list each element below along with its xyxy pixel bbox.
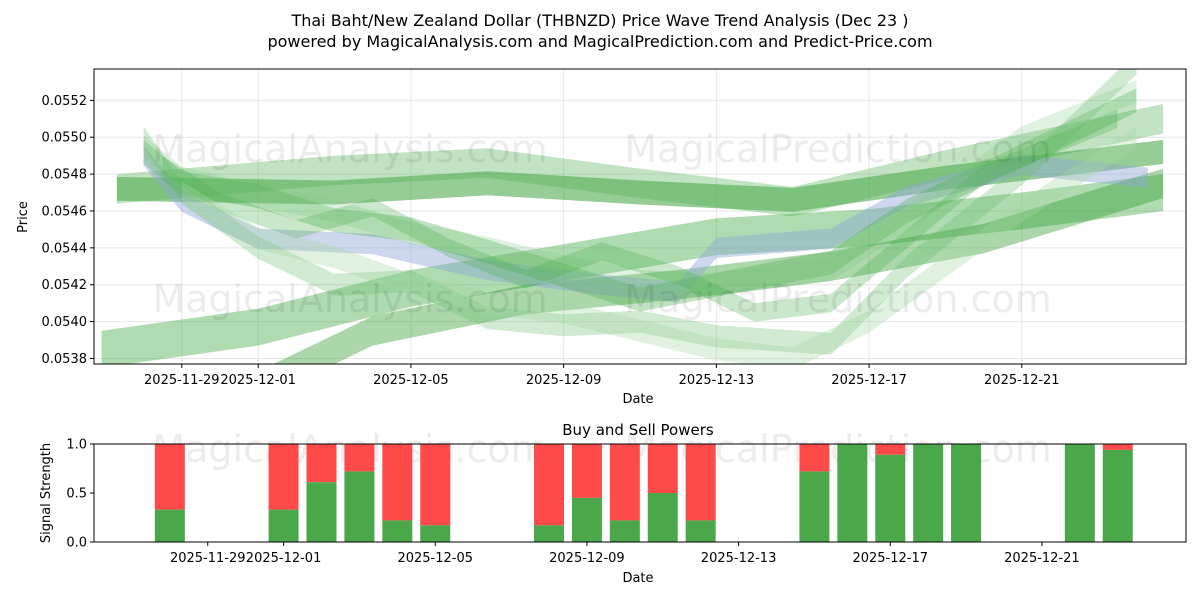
price-wave-band [116, 140, 1164, 212]
price-x-tick-label: 2025-12-17 [831, 373, 907, 388]
power-y-label: Signal Strength [39, 443, 54, 543]
buy-power-bar [1102, 449, 1133, 542]
power-x-axis: 2025-11-29 2025-12-01 2025-12-05 2025-12-09… [170, 542, 1080, 566]
sell-power-bar [420, 444, 451, 526]
power-y-tick-label: 1.0 [66, 438, 87, 453]
sell-power-bar [306, 444, 337, 483]
price-wave-band [143, 145, 1148, 303]
chart-title-line1: Thai Baht/New Zealand Dollar (THBNZD) Pr… [290, 11, 908, 30]
power-y-axis: 0.0 0.5 1.0 [66, 438, 94, 551]
buy-power-bar [268, 509, 299, 542]
price-x-tick-label: 2025-12-13 [679, 373, 755, 388]
buy-power-bar [571, 497, 602, 542]
sell-power-bar [344, 444, 375, 472]
buy-power-bar [1064, 444, 1095, 542]
buy-power-bar [306, 482, 337, 542]
power-x-tick-label: 2025-12-17 [852, 551, 928, 566]
price-wave-bands [101, 69, 1164, 364]
price-y-tick-label: 0.0548 [42, 168, 88, 183]
price-x-tick-label: 2025-12-05 [373, 373, 449, 388]
sell-power-bar [647, 444, 678, 493]
buy-power-bar [534, 525, 564, 542]
price-y-tick-label: 0.0550 [42, 131, 88, 146]
power-x-label: Date [622, 571, 653, 586]
buy-sell-power-chart: Buy and Sell Powers MagicalAnalysis.com … [39, 421, 1187, 586]
power-x-tick-label: 2025-12-01 [246, 551, 322, 566]
price-wave-band [101, 174, 1164, 364]
sell-power-bar [534, 444, 564, 526]
sell-power-bar [1102, 444, 1133, 450]
sell-power-bar [571, 444, 602, 498]
sell-power-bar [609, 444, 640, 521]
price-y-tick-label: 0.0538 [42, 352, 88, 367]
power-x-tick-label: 2025-12-05 [397, 551, 473, 566]
price-y-axis: 0.0538 0.0540 0.0542 0.0544 0.0546 0.0548 0.05… [42, 94, 94, 367]
sell-power-bar [875, 444, 906, 455]
buy-power-bar [609, 520, 640, 542]
price-x-tick-label: 2025-12-09 [526, 373, 602, 388]
price-y-tick-label: 0.0544 [42, 241, 88, 256]
buy-power-bar [799, 471, 830, 542]
price-wave-band [143, 80, 1137, 296]
sell-power-bar [154, 444, 185, 510]
sell-power-bar [799, 444, 830, 472]
buy-power-bar [154, 509, 185, 542]
power-y-tick-label: 0.5 [66, 487, 87, 502]
watermark-top-4: MagicalPrediction.com [624, 277, 1052, 321]
watermark-top-1: MagicalAnalysis.com [152, 127, 547, 171]
watermark-top-3: MagicalAnalysis.com [152, 277, 547, 321]
price-x-tick-label: 2025-12-21 [984, 373, 1060, 388]
power-bars [154, 444, 1133, 542]
price-y-tick-label: 0.0540 [42, 315, 88, 330]
price-wave-band [143, 88, 1137, 312]
price-wave-band [181, 126, 1137, 364]
buy-power-bar [647, 493, 678, 542]
price-wave-band [116, 104, 1164, 217]
price-y-tick-label: 0.0546 [42, 204, 88, 219]
sell-power-bar [685, 444, 716, 521]
price-plot-frame [93, 68, 1187, 365]
buy-power-bar [685, 520, 716, 542]
watermark-top-2: MagicalPrediction.com [624, 127, 1052, 171]
price-x-tick-label: 2025-11-29 [144, 373, 220, 388]
power-x-tick-label: 2025-11-29 [170, 551, 246, 566]
power-x-tick-label: 2025-12-13 [701, 551, 777, 566]
price-grid [94, 69, 1186, 364]
buy-power-bar [951, 444, 982, 542]
price-y-tick-label: 0.0552 [42, 94, 88, 109]
price-x-label: Date [622, 392, 653, 407]
price-y-tick-label: 0.0542 [42, 278, 88, 293]
power-x-tick-label: 2025-12-09 [549, 551, 625, 566]
buy-power-bar [875, 454, 906, 542]
buy-power-bar [382, 520, 413, 542]
price-y-label: Price [16, 201, 31, 233]
sell-power-bar [382, 444, 413, 521]
price-wave-chart: MagicalAnalysis.com MagicalPrediction.co… [16, 68, 1187, 407]
sell-power-bar [268, 444, 299, 510]
price-wave-band [273, 168, 1164, 364]
power-x-tick-label: 2025-12-21 [1004, 551, 1080, 566]
price-watermarks: MagicalAnalysis.com MagicalPrediction.co… [152, 127, 1051, 321]
buy-power-bar [420, 525, 451, 542]
price-wave-band [162, 109, 1118, 322]
chart-title-line2: powered by MagicalAnalysis.com and Magic… [267, 32, 932, 51]
price-x-tick-label: 2025-12-01 [220, 373, 296, 388]
power-y-tick-label: 0.0 [66, 536, 87, 551]
power-chart-title: Buy and Sell Powers [562, 421, 714, 439]
price-wave-band [143, 69, 1137, 355]
buy-power-bar [837, 444, 868, 542]
price-x-axis: 2025-11-29 2025-12-01 2025-12-05 2025-12-09… [144, 364, 1060, 388]
buy-power-bar [344, 471, 375, 542]
buy-power-bar [913, 444, 944, 542]
